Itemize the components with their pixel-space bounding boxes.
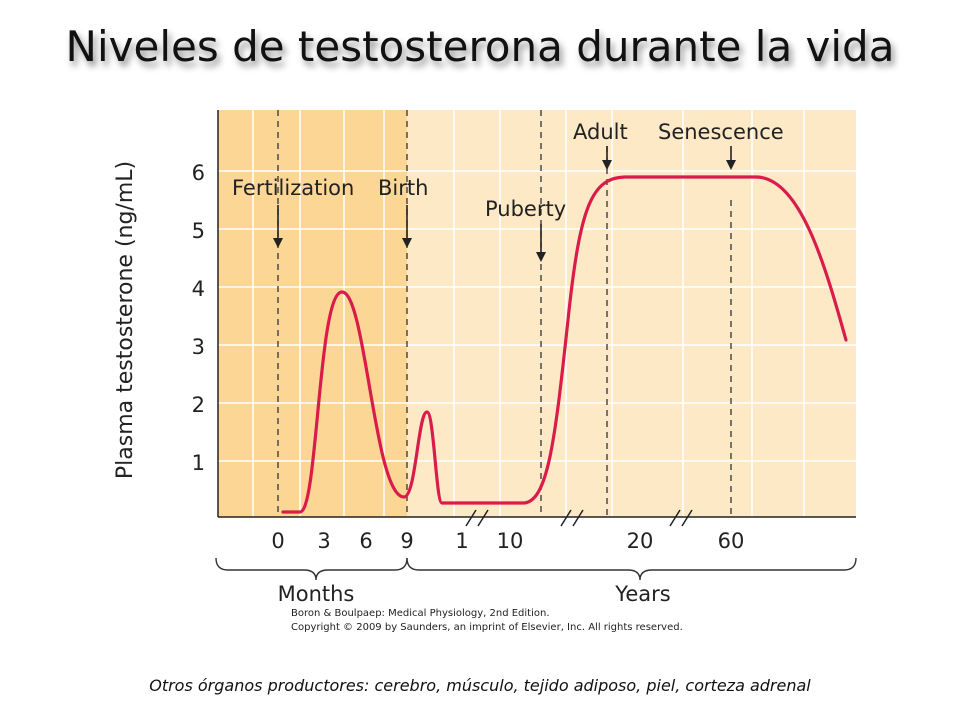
axis-break-a-1	[560, 509, 572, 527]
axis-break-a-2	[669, 509, 681, 527]
x-group-label-months: Months	[278, 582, 355, 606]
event-arrowhead-senescence	[726, 160, 736, 170]
event-label-fertilization: Fertilization	[232, 176, 354, 200]
credit-line-1: Boron & Boulpaep: Medical Physiology, 2n…	[291, 608, 550, 619]
y-tick-label-5: 5	[192, 219, 205, 243]
months-band	[218, 110, 407, 517]
credit-line-2: Copyright © 2009 by Saunders, an imprint…	[291, 622, 683, 633]
years-brace	[406, 557, 857, 581]
y-tick-label-1: 1	[192, 451, 205, 475]
event-label-puberty: Puberty	[485, 197, 566, 221]
event-arrowhead-fertilization	[273, 238, 283, 248]
event-label-senescence: Senescence	[658, 120, 784, 144]
footer-note: Otros órganos productores: cerebro, músc…	[149, 676, 811, 695]
slide-title: Niveles de testosterona durante la vida	[65, 22, 895, 71]
event-label-adult: Adult	[573, 120, 628, 144]
y-tick-label-4: 4	[192, 277, 205, 301]
axis-break-b-2	[681, 509, 693, 527]
event-arrowhead-birth	[402, 238, 412, 248]
y-tick-label-2: 2	[192, 393, 205, 417]
y-tick-label-3: 3	[192, 335, 205, 359]
event-arrowhead-adult	[602, 160, 612, 170]
axis-break-a-0	[465, 509, 477, 527]
x-tick-label-9: 9	[400, 529, 413, 553]
axis-break-b-0	[477, 509, 489, 527]
event-arrowhead-puberty	[536, 252, 546, 262]
x-group-label-years: Years	[614, 582, 670, 606]
y-tick-label-6: 6	[192, 161, 205, 185]
x-tick-label-60yr: 60	[718, 529, 745, 553]
event-label-birth: Birth	[378, 176, 428, 200]
x-tick-label-1yr: 1	[455, 529, 468, 553]
x-tick-label-10yr: 10	[497, 529, 524, 553]
event-lines	[273, 110, 736, 517]
y-axis-title: Plasma testosterone (ng/mL)	[113, 161, 138, 479]
plot-background	[218, 110, 856, 517]
x-tick-label-3: 3	[317, 529, 330, 553]
x-tick-label-6: 6	[359, 529, 372, 553]
axis-break-b-1	[572, 509, 584, 527]
axes	[215, 110, 857, 581]
months-brace	[215, 557, 408, 581]
series	[281, 175, 848, 514]
x-tick-label-20yr: 20	[627, 529, 654, 553]
testosterone-series-line	[281, 175, 848, 514]
x-tick-label-0: 0	[271, 529, 284, 553]
